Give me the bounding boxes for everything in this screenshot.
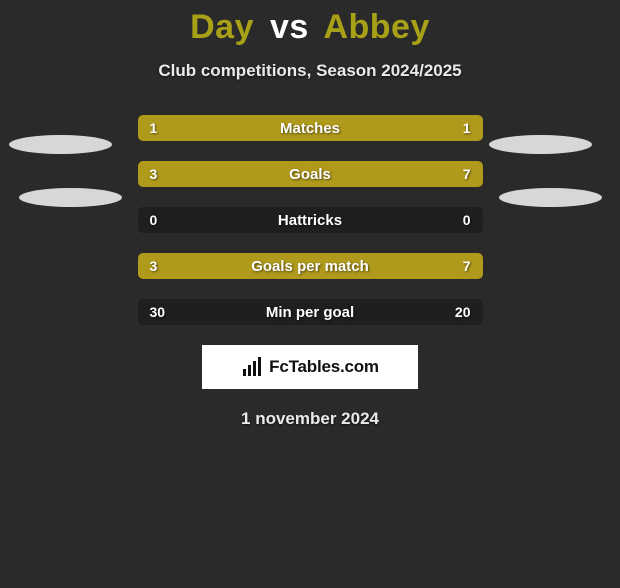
stat-row: 3020Min per goal	[138, 299, 483, 325]
team-badge-right	[489, 135, 592, 154]
stat-row: 37Goals	[138, 161, 483, 187]
stat-label: Matches	[138, 115, 483, 141]
vs-label: vs	[270, 8, 309, 46]
stat-row: 11Matches	[138, 115, 483, 141]
stat-label: Hattricks	[138, 207, 483, 233]
subtitle: Club competitions, Season 2024/2025	[0, 61, 620, 81]
brand-box[interactable]: FcTables.com	[202, 345, 418, 389]
team-badge-left	[9, 135, 112, 154]
team-badge-right	[499, 188, 602, 207]
stat-label: Min per goal	[138, 299, 483, 325]
player1-name: Day	[190, 8, 254, 46]
footer-date: 1 november 2024	[0, 409, 620, 429]
stat-row: 00Hattricks	[138, 207, 483, 233]
team-badge-left	[19, 188, 122, 207]
stat-row: 37Goals per match	[138, 253, 483, 279]
player2-name: Abbey	[323, 8, 429, 46]
comparison-title: Day vs Abbey	[0, 8, 620, 47]
stat-label: Goals per match	[138, 253, 483, 279]
brand-text: FcTables.com	[269, 357, 379, 377]
stat-label: Goals	[138, 161, 483, 187]
stats-container: 11Matches 37Goals 00Hattricks 37Goals per m…	[138, 115, 483, 325]
bars-icon	[241, 356, 263, 378]
